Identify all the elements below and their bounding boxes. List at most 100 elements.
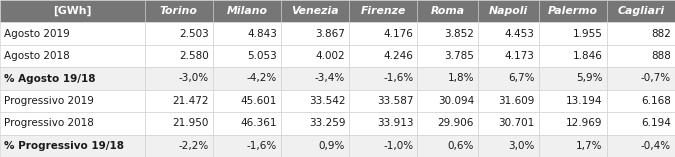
Text: 0,6%: 0,6% bbox=[448, 141, 474, 151]
Text: -1,6%: -1,6% bbox=[383, 73, 413, 84]
Bar bbox=[144, 90, 213, 112]
Text: 0,9%: 0,9% bbox=[319, 141, 345, 151]
Bar bbox=[144, 45, 213, 67]
Bar bbox=[281, 67, 349, 90]
Bar bbox=[417, 45, 478, 67]
Bar bbox=[478, 22, 539, 45]
Bar bbox=[213, 67, 281, 90]
Text: 2.503: 2.503 bbox=[179, 29, 209, 39]
Bar bbox=[539, 45, 607, 67]
Bar bbox=[0, 45, 144, 67]
Bar bbox=[349, 45, 417, 67]
Text: Progressivo 2018: Progressivo 2018 bbox=[4, 118, 94, 128]
Bar bbox=[0, 0, 144, 22]
Bar bbox=[0, 90, 144, 112]
Text: 30.701: 30.701 bbox=[498, 118, 535, 128]
Text: 4.843: 4.843 bbox=[247, 29, 277, 39]
Text: -3,4%: -3,4% bbox=[315, 73, 345, 84]
Text: Agosto 2018: Agosto 2018 bbox=[4, 51, 70, 61]
Bar bbox=[478, 90, 539, 112]
Bar bbox=[144, 22, 213, 45]
Bar bbox=[539, 90, 607, 112]
Text: 6,7%: 6,7% bbox=[508, 73, 535, 84]
Bar bbox=[478, 135, 539, 157]
Text: 6.194: 6.194 bbox=[641, 118, 671, 128]
Bar bbox=[349, 22, 417, 45]
Bar bbox=[144, 67, 213, 90]
Text: 31.609: 31.609 bbox=[498, 96, 535, 106]
Text: 21.472: 21.472 bbox=[172, 96, 209, 106]
Bar bbox=[349, 112, 417, 135]
Text: 6.168: 6.168 bbox=[641, 96, 671, 106]
Bar bbox=[0, 22, 144, 45]
Bar bbox=[417, 112, 478, 135]
Bar bbox=[281, 135, 349, 157]
Bar bbox=[144, 0, 213, 22]
Bar bbox=[349, 90, 417, 112]
Text: 882: 882 bbox=[651, 29, 671, 39]
Bar bbox=[213, 135, 281, 157]
Text: 33.913: 33.913 bbox=[377, 118, 413, 128]
Text: 13.194: 13.194 bbox=[566, 96, 603, 106]
Text: Roma: Roma bbox=[431, 6, 465, 16]
Bar bbox=[281, 22, 349, 45]
Text: 33.542: 33.542 bbox=[308, 96, 345, 106]
Text: 3.785: 3.785 bbox=[444, 51, 474, 61]
Text: -2,2%: -2,2% bbox=[178, 141, 209, 151]
Text: Napoli: Napoli bbox=[489, 6, 528, 16]
Text: 5,9%: 5,9% bbox=[576, 73, 603, 84]
Bar bbox=[281, 112, 349, 135]
Text: Milano: Milano bbox=[226, 6, 267, 16]
Text: Progressivo 2019: Progressivo 2019 bbox=[4, 96, 94, 106]
Text: 33.259: 33.259 bbox=[308, 118, 345, 128]
Bar bbox=[478, 67, 539, 90]
Bar bbox=[349, 135, 417, 157]
Bar bbox=[607, 135, 675, 157]
Bar bbox=[539, 135, 607, 157]
Bar bbox=[213, 0, 281, 22]
Text: 46.361: 46.361 bbox=[240, 118, 277, 128]
Bar bbox=[349, 0, 417, 22]
Text: -0,7%: -0,7% bbox=[641, 73, 671, 84]
Bar bbox=[0, 135, 144, 157]
Bar bbox=[0, 67, 144, 90]
Text: Palermo: Palermo bbox=[547, 6, 598, 16]
Text: % Agosto 19/18: % Agosto 19/18 bbox=[4, 73, 96, 84]
Bar bbox=[281, 0, 349, 22]
Text: Agosto 2019: Agosto 2019 bbox=[4, 29, 70, 39]
Bar bbox=[607, 22, 675, 45]
Text: 4.176: 4.176 bbox=[383, 29, 413, 39]
Bar bbox=[478, 112, 539, 135]
Text: 4.173: 4.173 bbox=[505, 51, 535, 61]
Bar bbox=[417, 0, 478, 22]
Text: Venezia: Venezia bbox=[292, 6, 339, 16]
Text: -1,6%: -1,6% bbox=[247, 141, 277, 151]
Text: 2.580: 2.580 bbox=[179, 51, 209, 61]
Bar bbox=[417, 135, 478, 157]
Text: 45.601: 45.601 bbox=[240, 96, 277, 106]
Bar bbox=[607, 67, 675, 90]
Text: 1,8%: 1,8% bbox=[448, 73, 474, 84]
Text: 1,7%: 1,7% bbox=[576, 141, 603, 151]
Text: 1.955: 1.955 bbox=[573, 29, 603, 39]
Text: Cagliari: Cagliari bbox=[618, 6, 664, 16]
Text: 4.246: 4.246 bbox=[383, 51, 413, 61]
Text: [GWh]: [GWh] bbox=[53, 6, 92, 16]
Text: 4.002: 4.002 bbox=[315, 51, 345, 61]
Bar bbox=[349, 67, 417, 90]
Text: 30.094: 30.094 bbox=[437, 96, 474, 106]
Text: 3.867: 3.867 bbox=[315, 29, 345, 39]
Text: Firenze: Firenze bbox=[360, 6, 406, 16]
Text: 5.053: 5.053 bbox=[247, 51, 277, 61]
Bar bbox=[478, 0, 539, 22]
Bar bbox=[417, 67, 478, 90]
Text: -4,2%: -4,2% bbox=[247, 73, 277, 84]
Text: 12.969: 12.969 bbox=[566, 118, 603, 128]
Text: 888: 888 bbox=[651, 51, 671, 61]
Text: 29.906: 29.906 bbox=[437, 118, 474, 128]
Bar bbox=[539, 67, 607, 90]
Text: % Progressivo 19/18: % Progressivo 19/18 bbox=[4, 141, 124, 151]
Text: 1.846: 1.846 bbox=[573, 51, 603, 61]
Text: -1,0%: -1,0% bbox=[383, 141, 413, 151]
Bar bbox=[607, 0, 675, 22]
